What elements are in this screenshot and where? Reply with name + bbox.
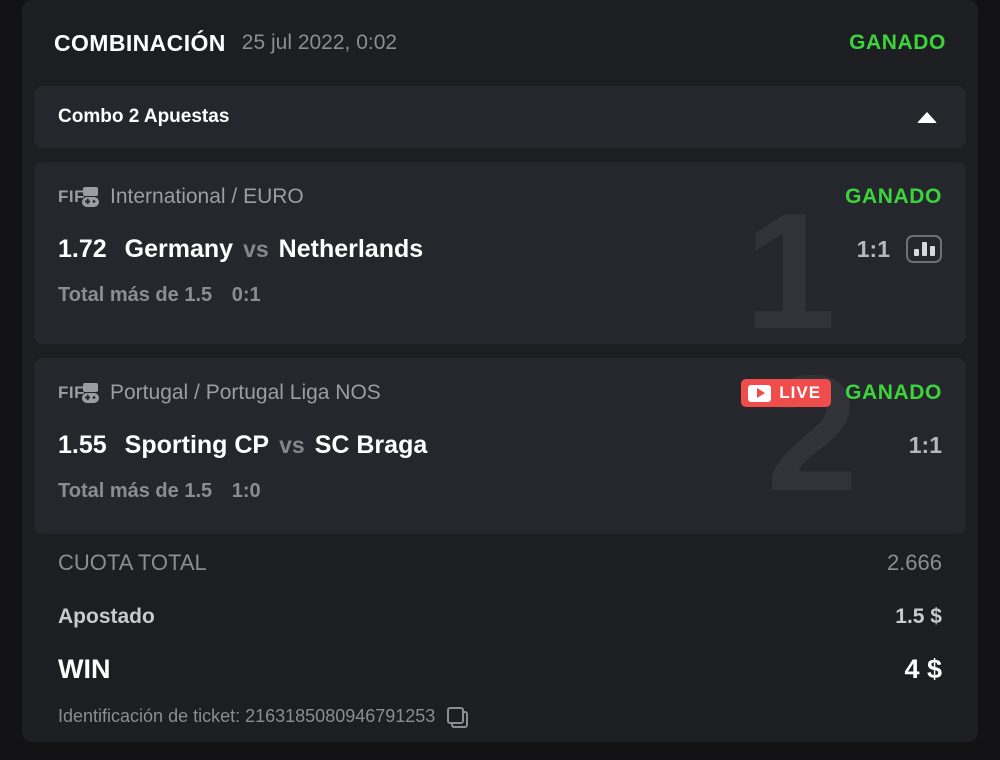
copy-icon-front — [447, 706, 465, 724]
away-team: SC Braga — [314, 430, 428, 459]
bet-selection-score: 0:1 — [231, 284, 261, 306]
match-score: 1:1 — [856, 235, 890, 262]
ticket-id-label: Identificación de ticket: 21631850809467… — [58, 706, 436, 726]
stats-bar-chart-icon[interactable] — [906, 235, 942, 263]
stake-label: Apostado — [58, 605, 155, 628]
combo-collapse-bar[interactable]: Combo 2 Apuestas — [34, 86, 966, 148]
bet-match-row: 1.72 Germany vs Netherlands 1:1 — [58, 232, 942, 266]
ticket-id-row: Identificación de ticket: 21631850809467… — [34, 696, 966, 728]
vs-separator: vs — [243, 235, 269, 262]
play-icon — [748, 384, 772, 402]
svg-text:FIF: FIF — [58, 383, 85, 402]
page-title: COMBINACIÓN — [54, 29, 226, 56]
bet-odd: 1.72 — [58, 234, 107, 263]
match-score: 1:1 — [908, 431, 942, 458]
copy-icon[interactable] — [447, 706, 469, 728]
fifa-esports-icon: FIF — [58, 380, 100, 406]
live-label: LIVE — [779, 383, 822, 402]
svg-text:FIF: FIF — [58, 187, 85, 206]
bet-type: Total más de 1.5 — [58, 480, 213, 502]
home-team: Germany — [124, 234, 234, 263]
ticket-summary: CUOTA TOTAL 2.666 Apostado 1.5 $ WIN 4 $ — [34, 534, 966, 696]
bet-odd: 1.55 — [58, 430, 107, 459]
ticket-status-badge: GANADO — [849, 31, 946, 54]
ticket-header: COMBINACIÓN 25 jul 2022, 0:02 GANADO — [34, 0, 966, 86]
bet-selection-row: Total más de 1.5 0:1 — [58, 284, 942, 307]
live-badge[interactable]: LIVE — [741, 379, 832, 407]
win-value: 4 $ — [904, 653, 942, 684]
score-group: 1:1 — [857, 235, 942, 263]
bet-selection-score: 1:0 — [231, 480, 261, 502]
bet-status-badge: GANADO — [845, 185, 942, 208]
home-team: Sporting CP — [124, 430, 270, 459]
ticket-date: 25 jul 2022, 0:02 — [241, 31, 398, 54]
stake-row: Apostado 1.5 $ — [58, 592, 942, 642]
combo-collapse-toggle[interactable] — [912, 102, 942, 132]
score-group: 1:1 — [909, 432, 942, 459]
stats-bar-1 — [913, 249, 919, 256]
ticket-panel: COMBINACIÓN 25 jul 2022, 0:02 GANADO Com… — [22, 0, 978, 742]
bet-right-group: LIVE GANADO — [741, 379, 942, 407]
stats-bar-2 — [921, 242, 927, 256]
bet-selection-row: Total más de 1.5 1:0 — [58, 480, 942, 503]
total-odds-label: CUOTA TOTAL — [58, 550, 207, 575]
bet-right-group: GANADO — [845, 185, 942, 209]
bet-type: Total más de 1.5 — [58, 284, 213, 306]
win-label: WIN — [58, 653, 111, 684]
combo-label: Combo 2 Apuestas — [58, 106, 230, 127]
bet-index-watermark: 1 — [744, 179, 836, 344]
bet-league-name: Portugal / Portugal Liga NOS — [110, 381, 381, 404]
bet-league-name: International / EURO — [110, 185, 304, 208]
stake-value: 1.5 $ — [895, 605, 942, 628]
fifa-esports-icon: FIF — [58, 184, 100, 210]
bet-match-row: 1.55 Sporting CP vs SC Braga 1:1 — [58, 428, 942, 462]
bet-card[interactable]: 2 FIF Portugal / Portugal Liga NOS — [34, 358, 966, 534]
total-odds-value: 2.666 — [886, 550, 942, 575]
bet-league-row: FIF International / EURO GANADO — [58, 182, 942, 212]
stats-bar-3 — [929, 246, 935, 256]
bet-league-row: FIF Portugal / Portugal Liga NOS LIVE GA… — [58, 378, 942, 408]
bet-card[interactable]: 1 FIF International / EURO GANADO — [34, 162, 966, 344]
bet-status-badge: GANADO — [845, 381, 942, 404]
total-odds-row: CUOTA TOTAL 2.666 — [58, 534, 942, 592]
away-team: Netherlands — [278, 234, 424, 263]
triangle-up-icon — [917, 111, 937, 123]
vs-separator: vs — [279, 431, 305, 458]
win-row: WIN 4 $ — [58, 642, 942, 696]
